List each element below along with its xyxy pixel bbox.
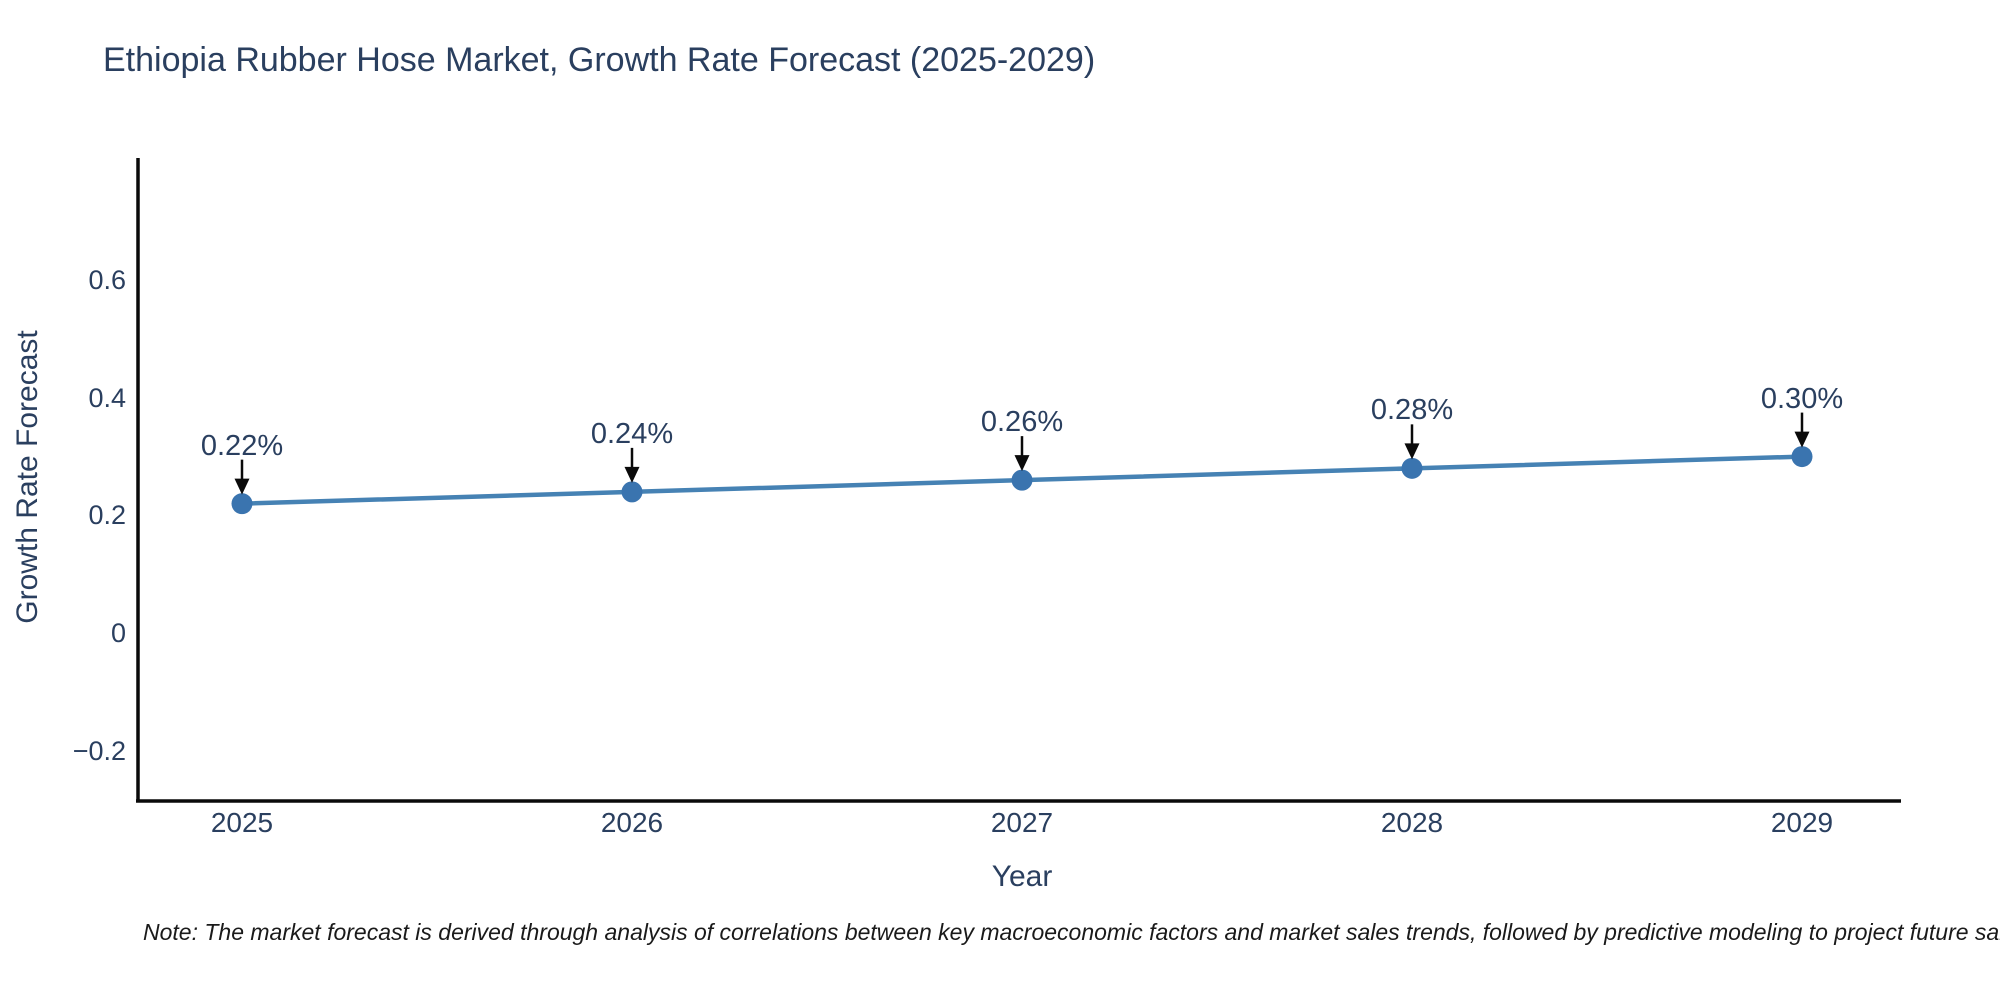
x-axis-title: Year — [991, 860, 1053, 893]
y-tick-label: 0.2 — [88, 500, 126, 531]
annotation-arrowhead-icon — [1404, 443, 1420, 460]
x-tick-label: 2028 — [1380, 807, 1444, 838]
annotation-arrowhead-icon — [1014, 455, 1030, 472]
point-value-label: 0.28% — [1370, 394, 1454, 427]
y-tick-label: 0 — [110, 618, 126, 648]
point-value-label: 0.24% — [590, 417, 674, 450]
chart-title: Ethiopia Rubber Hose Market, Growth Rate… — [103, 41, 1096, 79]
y-tick-label: −0.2 — [72, 735, 126, 766]
point-value-label: 0.26% — [980, 406, 1064, 439]
data-point-marker — [1011, 469, 1033, 491]
y-tick-label: 0.4 — [88, 382, 126, 413]
footnote: Note: The market forecast is derived thr… — [143, 919, 2000, 945]
x-tick-label: 2025 — [210, 807, 274, 838]
point-value-label: 0.22% — [200, 429, 284, 462]
y-tick-label: 0.6 — [88, 265, 126, 296]
data-point-marker — [231, 493, 253, 515]
annotation-arrowhead-icon — [624, 466, 640, 483]
annotation-arrowhead-icon — [1794, 431, 1810, 448]
annotation-arrowhead-icon — [234, 478, 250, 495]
data-point-marker — [1401, 457, 1423, 479]
point-value-label: 0.30% — [1760, 382, 1844, 415]
x-tick-label: 2027 — [990, 807, 1054, 838]
x-tick-label: 2029 — [1770, 807, 1834, 838]
data-point-marker — [1791, 446, 1813, 468]
x-tick-label: 2026 — [600, 807, 664, 838]
data-point-marker — [621, 481, 643, 503]
